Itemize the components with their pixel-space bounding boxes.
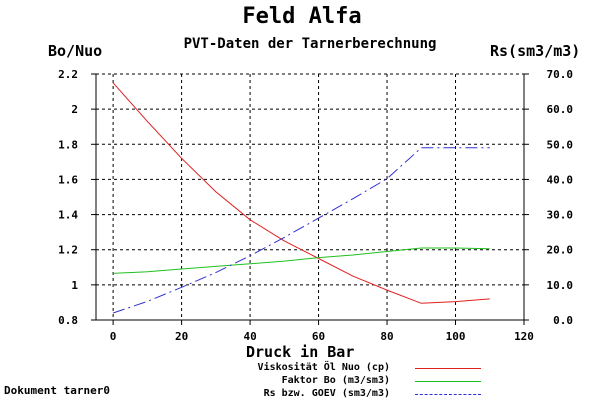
y-right-tick-label: 40.0 [547, 173, 574, 186]
y-right-tick-label: 20.0 [547, 244, 574, 257]
chart-subtitle: PVT-Daten der Tarnerberechnung [183, 36, 437, 52]
x-tick-label: 100 [446, 330, 466, 343]
legend-label: Rs bzw. GOEV (sm3/m3) [263, 388, 390, 399]
x-tick-label: 60 [312, 330, 325, 343]
y-right-tick-label: 10.0 [547, 279, 574, 292]
y-axis-right-label: Rs(sm3/m3) [490, 42, 581, 60]
x-tick-label: 20 [175, 330, 188, 343]
tick-labels: 0 20 40 60 80 100 120 0.8 1 1.2 1.4 1.6 1.8 2 2.2 0.0 10… [58, 68, 573, 343]
legend-swatch-green [415, 381, 481, 382]
x-tick-label: 40 [243, 330, 256, 343]
legend-swatch-red [415, 368, 481, 369]
y-left-tick-label: 1.2 [58, 244, 78, 257]
series-line-2 [112, 147, 490, 314]
y-left-tick-label: 0.8 [58, 314, 78, 327]
y-left-tick-label: 1 [71, 279, 78, 292]
y-left-tick-label: 1.8 [58, 138, 78, 151]
legend-label: Faktor Bo (m3/sm3) [281, 375, 390, 386]
y-right-tick-label: 70.0 [547, 68, 574, 81]
series-layer [112, 82, 490, 314]
legend-swatch-blue [415, 394, 481, 395]
chart-axes [91, 73, 529, 325]
series-line-1 [113, 247, 490, 274]
grid-lines [96, 73, 525, 321]
y-left-tick-label: 2.2 [58, 68, 78, 81]
y-axis-left-label: Bo/Nuo [48, 42, 103, 60]
series-line-0 [112, 82, 490, 304]
y-right-tick-label: 30.0 [547, 209, 574, 222]
x-tick-label: 0 [110, 330, 117, 343]
y-right-tick-label: 0.0 [553, 314, 573, 327]
x-axis-label: Druck in Bar [246, 343, 355, 361]
y-left-tick-label: 1.4 [58, 209, 78, 222]
chart-title: Feld Alfa [242, 4, 362, 29]
legend-label: Viskosität Öl Nuo (cp) [257, 362, 390, 373]
document-label: Dokument tarner0 [4, 384, 110, 397]
y-left-tick-label: 1.6 [58, 173, 78, 186]
y-right-tick-label: 50.0 [547, 138, 574, 151]
y-left-tick-label: 2 [71, 103, 78, 116]
y-right-tick-label: 60.0 [547, 103, 574, 116]
x-tick-label: 120 [514, 330, 534, 343]
x-tick-label: 80 [380, 330, 393, 343]
